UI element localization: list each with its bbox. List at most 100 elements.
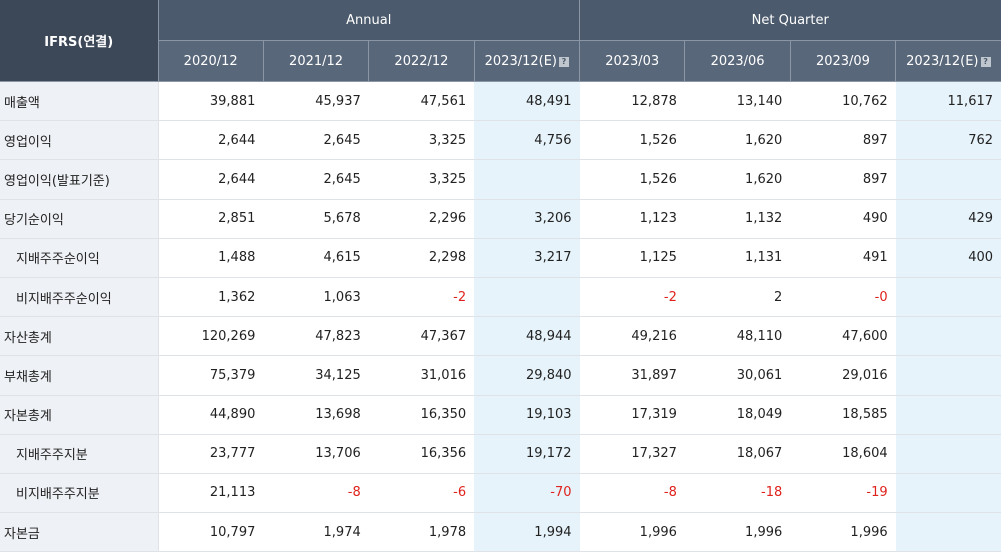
period-header-estimate: 2023/12(E)?	[474, 40, 581, 82]
row-label[interactable]: 자본총계	[0, 395, 159, 435]
table-cell: 1,526	[579, 159, 685, 200]
table-cell: 13,706	[263, 434, 369, 474]
table-cell: 5,678	[263, 199, 369, 239]
table-cell: 48,491	[474, 81, 580, 122]
table-row: 당기순이익 2,851 5,678 2,296 3,206 1,123 1,132 490 42…	[0, 199, 1001, 239]
table-cell	[895, 512, 1001, 553]
table-cell: 49,216	[579, 316, 685, 357]
table-cell: 45,937	[263, 81, 369, 122]
table-cell	[895, 316, 1001, 357]
table-cell: -0	[790, 277, 896, 318]
table-row: 자산총계 120,269 47,823 47,367 48,944 49,216 48,11…	[0, 316, 1001, 357]
row-label[interactable]: 지배주주지분	[0, 434, 159, 474]
period-label: 2023/12(E)	[906, 53, 979, 69]
table-cell	[895, 473, 1001, 514]
table-cell: 1,132	[684, 199, 791, 239]
table-cell: 29,016	[790, 355, 896, 396]
table-cell: 16,350	[368, 395, 475, 435]
table-cell	[474, 159, 580, 200]
table-cell: 897	[790, 159, 896, 200]
table-cell: -8	[263, 473, 369, 514]
table-cell: 1,996	[579, 512, 685, 553]
row-label[interactable]: 지배주주순이익	[0, 238, 159, 278]
quarter-group-header: Net Quarter	[579, 0, 1001, 41]
table-cell: 3,325	[368, 159, 475, 200]
period-header: 2023/03	[579, 40, 686, 82]
table-cell: 2	[684, 277, 791, 318]
row-label[interactable]: 자본금	[0, 512, 159, 553]
row-label[interactable]: 부채총계	[0, 355, 159, 396]
table-cell: 1,996	[684, 512, 791, 553]
table-cell: 1,125	[579, 238, 685, 278]
table-cell: 13,140	[684, 81, 791, 122]
table-cell: 1,620	[684, 159, 791, 200]
table-cell: 2,645	[263, 120, 369, 161]
table-cell: 1,620	[684, 120, 791, 161]
table-cell: 1,131	[684, 238, 791, 278]
table-cell	[895, 434, 1001, 474]
table-cell: 2,645	[263, 159, 369, 200]
table-cell: 17,319	[579, 395, 685, 435]
help-icon[interactable]: ?	[559, 56, 569, 67]
table-cell: 47,600	[790, 316, 896, 357]
table-cell: 18,604	[790, 434, 896, 474]
table-cell: 48,110	[684, 316, 791, 357]
row-label[interactable]: 영업이익(발표기준)	[0, 159, 159, 200]
row-label[interactable]: 당기순이익	[0, 199, 159, 239]
table-cell: 18,585	[790, 395, 896, 435]
table-cell: 3,325	[368, 120, 475, 161]
table-cell: 29,840	[474, 355, 580, 396]
table-cell: 1,994	[474, 512, 580, 553]
table-cell	[895, 355, 1001, 396]
table-cell: 19,103	[474, 395, 580, 435]
table-cell: -2	[579, 277, 685, 318]
table-cell: 31,016	[368, 355, 475, 396]
table-cell: 31,897	[579, 355, 685, 396]
table-cell: -6	[368, 473, 475, 514]
row-label[interactable]: 비지배주주지분	[0, 473, 159, 514]
row-label[interactable]: 자산총계	[0, 316, 159, 357]
table-cell: 10,797	[158, 512, 264, 553]
table-cell: 1,996	[790, 512, 896, 553]
table-row: 영업이익(발표기준) 2,644 2,645 3,325 1,526 1,620 897	[0, 159, 1001, 200]
table-row: 지배주주순이익 1,488 4,615 2,298 3,217 1,125 1,131 491…	[0, 238, 1001, 278]
table-cell: 4,756	[474, 120, 580, 161]
table-cell: 491	[790, 238, 896, 278]
table-cell: 490	[790, 199, 896, 239]
table-cell: 3,217	[474, 238, 580, 278]
table-cell: 429	[895, 199, 1001, 239]
period-header: 2023/09	[790, 40, 897, 82]
table-cell: -18	[684, 473, 791, 514]
table-row: 매출액 39,881 45,937 47,561 48,491 12,878 13,140 1…	[0, 81, 1001, 122]
table-cell: 3,206	[474, 199, 580, 239]
table-cell: -70	[474, 473, 580, 514]
table-corner-title: IFRS(연결)	[0, 0, 159, 82]
table-cell: 47,367	[368, 316, 475, 357]
table-cell: 2,298	[368, 238, 475, 278]
table-cell: 48,944	[474, 316, 580, 357]
table-cell: 11,617	[895, 81, 1001, 122]
table-cell: 1,974	[263, 512, 369, 553]
period-header: 2020/12	[158, 40, 264, 82]
table-row: 지배주주지분 23,777 13,706 16,356 19,172 17,327 18,0…	[0, 434, 1001, 474]
table-cell: 120,269	[158, 316, 264, 357]
row-label[interactable]: 영업이익	[0, 120, 159, 161]
table-cell: 10,762	[790, 81, 896, 122]
table-cell: 47,561	[368, 81, 475, 122]
period-header-estimate: 2023/12(E)?	[895, 40, 1001, 82]
help-icon[interactable]: ?	[980, 56, 991, 67]
table-cell	[474, 277, 580, 318]
table-cell: 44,890	[158, 395, 264, 435]
table-cell: 34,125	[263, 355, 369, 396]
table-cell: 762	[895, 120, 1001, 161]
table-cell: 12,878	[579, 81, 685, 122]
row-label[interactable]: 비지배주주순이익	[0, 277, 159, 318]
table-row: 비지배주주순이익 1,362 1,063 -2 -2 2 -0	[0, 277, 1001, 318]
table-row: 자본총계 44,890 13,698 16,350 19,103 17,319 18,049…	[0, 395, 1001, 435]
table-cell: 1,063	[263, 277, 369, 318]
row-label[interactable]: 매출액	[0, 81, 159, 122]
table-cell: 17,327	[579, 434, 685, 474]
table-cell: 2,644	[158, 159, 264, 200]
table-cell: 1,362	[158, 277, 264, 318]
